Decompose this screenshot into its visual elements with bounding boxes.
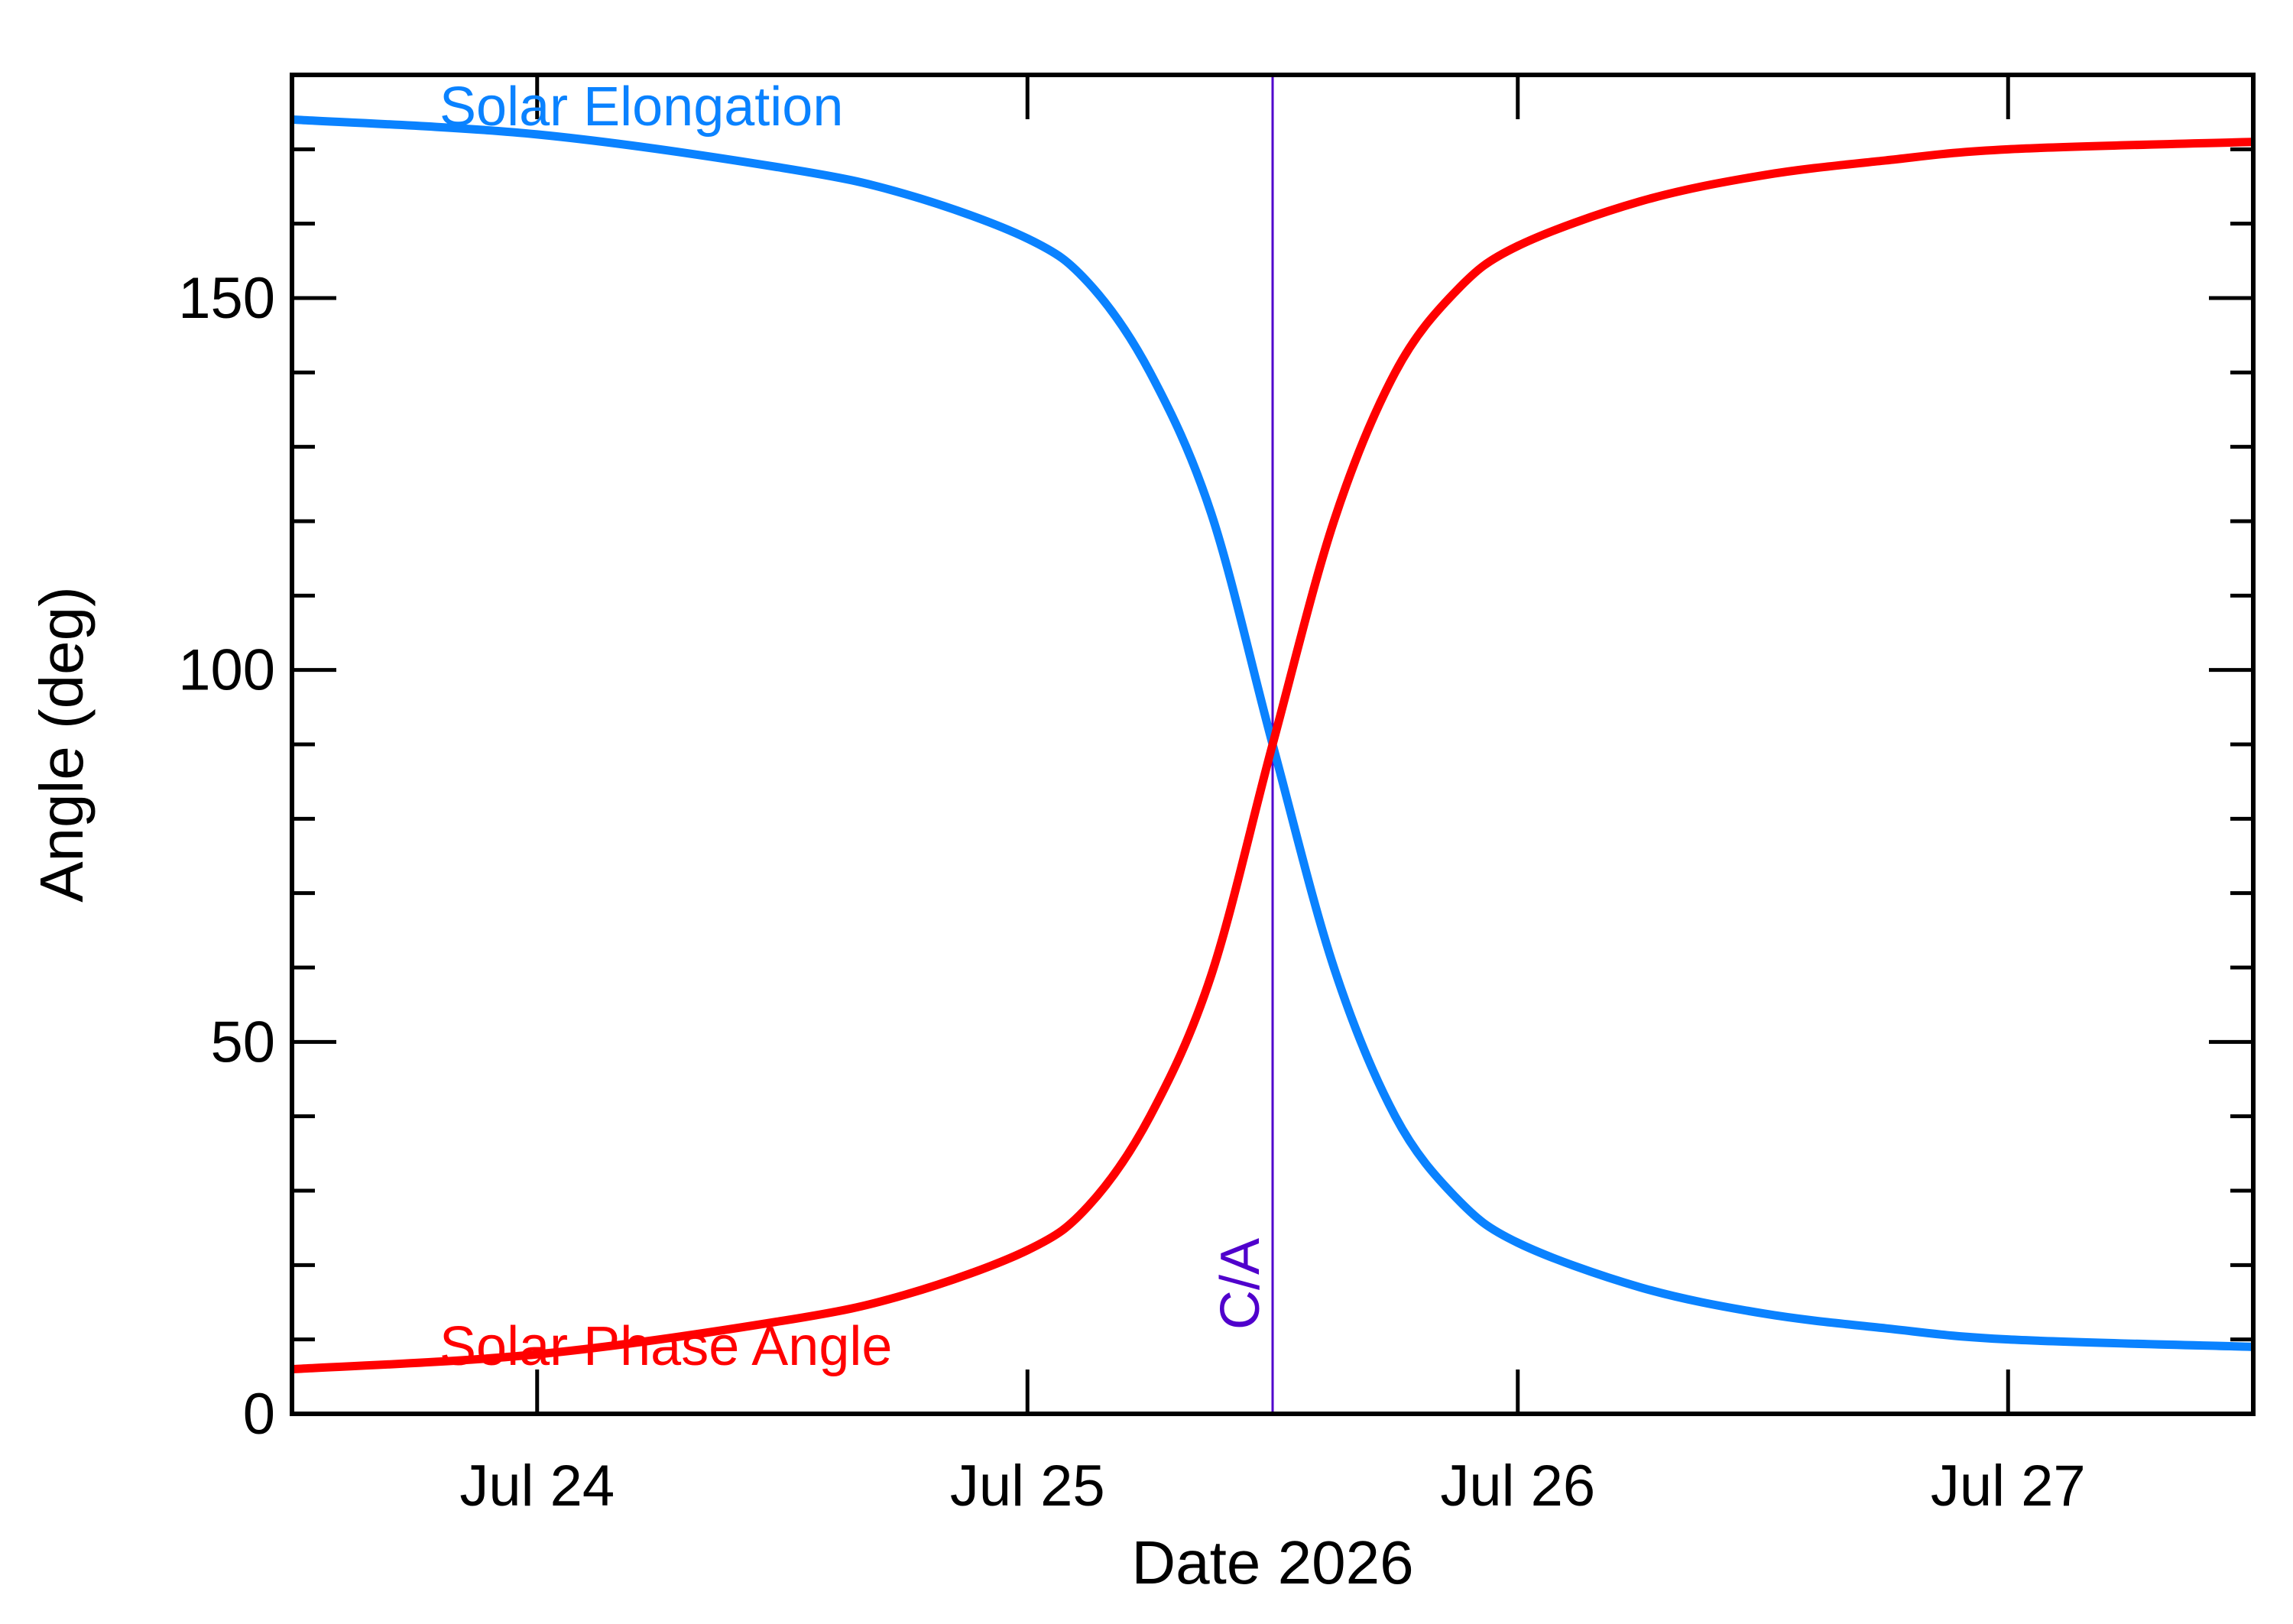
plot-marks [291,75,2254,1414]
y-tick-label: 150 [178,266,275,331]
y-tick-label: 50 [210,1010,275,1075]
axis-ticks: 0 50 100 150 Jul 24 Jul 25 Jul 26 Jul 27 [178,75,2253,1519]
y-tick-label: 100 [178,638,275,703]
solar-phase-angle-line [291,138,2254,1374]
solar-elongation-label: Solar Elongation [439,76,843,138]
y-tick-label: 0 [243,1382,275,1447]
x-tick-label: Jul 24 [459,1454,615,1519]
y-axis-title: Angle (deg) [28,586,96,903]
x-tick-label: Jul 25 [950,1454,1105,1519]
solar-phase-angle-label: Solar Phase Angle [439,1316,892,1377]
x-tick-label: Jul 27 [1931,1454,2086,1519]
close-approach-label: C/A [1210,1238,1271,1330]
solar-elongation-line [291,115,2254,1351]
x-tick-label: Jul 26 [1440,1454,1595,1519]
x-axis-title: Date 2026 [1131,1528,1413,1596]
